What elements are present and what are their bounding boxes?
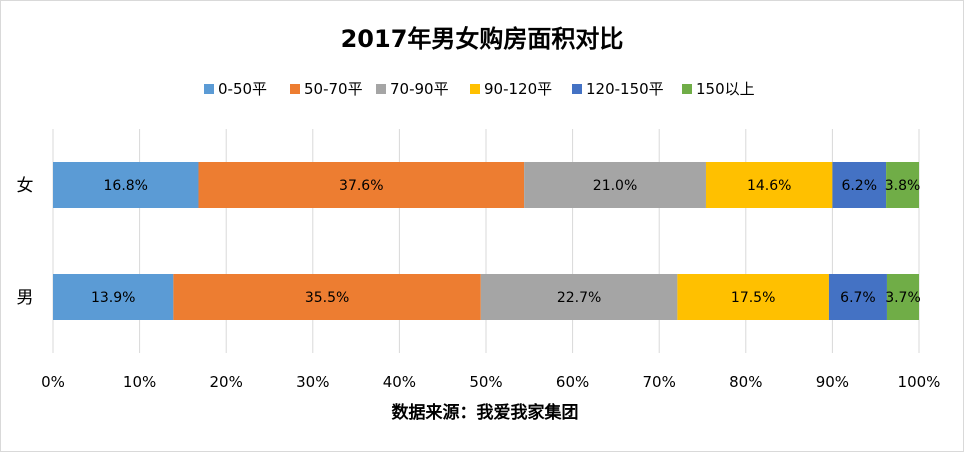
legend-label: 120-150平 <box>586 80 664 98</box>
data-label: 3.7% <box>885 290 921 306</box>
bar-segment <box>886 162 919 208</box>
legend-swatch <box>572 84 582 94</box>
legend-swatch <box>290 84 300 94</box>
x-tick-label: 50% <box>469 373 502 391</box>
bar-segment <box>53 162 199 208</box>
data-label: 16.8% <box>104 178 148 194</box>
legend-swatch <box>470 84 480 94</box>
legend-swatch <box>376 84 386 94</box>
x-tick-label: 90% <box>816 373 849 391</box>
x-tick-label: 10% <box>123 373 156 391</box>
x-tick-label: 60% <box>556 373 589 391</box>
bar-segment <box>480 274 678 320</box>
x-tick-label: 0% <box>41 373 65 391</box>
data-label: 3.8% <box>885 178 921 194</box>
legend-swatch <box>204 84 214 94</box>
y-axis-categories: 女男 <box>17 176 34 308</box>
data-label: 35.5% <box>305 290 349 306</box>
bar-segment <box>886 274 919 320</box>
legend-label: 50-70平 <box>304 80 363 98</box>
legend: 0-50平 50-70平 70-90平 90-120平 120-150平 150以上 <box>204 80 755 98</box>
data-label: 21.0% <box>593 178 637 194</box>
x-axis-label: 数据来源：我爱我家集团 <box>392 402 579 423</box>
bar-segment <box>828 274 887 320</box>
y-category-label: 女 <box>17 176 34 196</box>
legend-label: 90-120平 <box>484 80 552 98</box>
data-label: 22.7% <box>557 290 601 306</box>
data-label: 14.6% <box>747 178 791 194</box>
x-tick-label: 70% <box>643 373 676 391</box>
legend-swatch <box>682 84 692 94</box>
x-tick-label: 100% <box>898 373 941 391</box>
x-axis-ticks: 0% 10% 20% 30% 40% 50% 60% 70% 80% 90% 100% <box>41 373 940 391</box>
chart-title: 2017年男女购房面积对比 <box>341 25 624 53</box>
data-label: 6.7% <box>840 290 876 306</box>
data-label: 13.9% <box>91 290 135 306</box>
data-label: 6.2% <box>841 178 877 194</box>
bar-segment <box>53 274 174 320</box>
x-tick-label: 40% <box>383 373 416 391</box>
legend-label: 150以上 <box>696 80 755 98</box>
x-tick-label: 80% <box>729 373 762 391</box>
bar-segment <box>832 162 887 208</box>
legend-label: 70-90平 <box>390 80 449 98</box>
data-label: 17.5% <box>731 290 775 306</box>
bar-segment <box>198 162 525 208</box>
data-label: 37.6% <box>339 178 383 194</box>
y-category-label: 男 <box>17 288 34 308</box>
x-tick-label: 20% <box>210 373 243 391</box>
bars: 16.8% 37.6% 21.0% 14.6% 6.2% 3.8% 13.9% 35.5% 22… <box>53 162 921 320</box>
bar-segment <box>173 274 481 320</box>
x-tick-label: 30% <box>296 373 329 391</box>
bar-segment <box>705 162 833 208</box>
legend-label: 0-50平 <box>218 80 267 98</box>
bar-segment <box>677 274 829 320</box>
bar-segment <box>524 162 706 208</box>
